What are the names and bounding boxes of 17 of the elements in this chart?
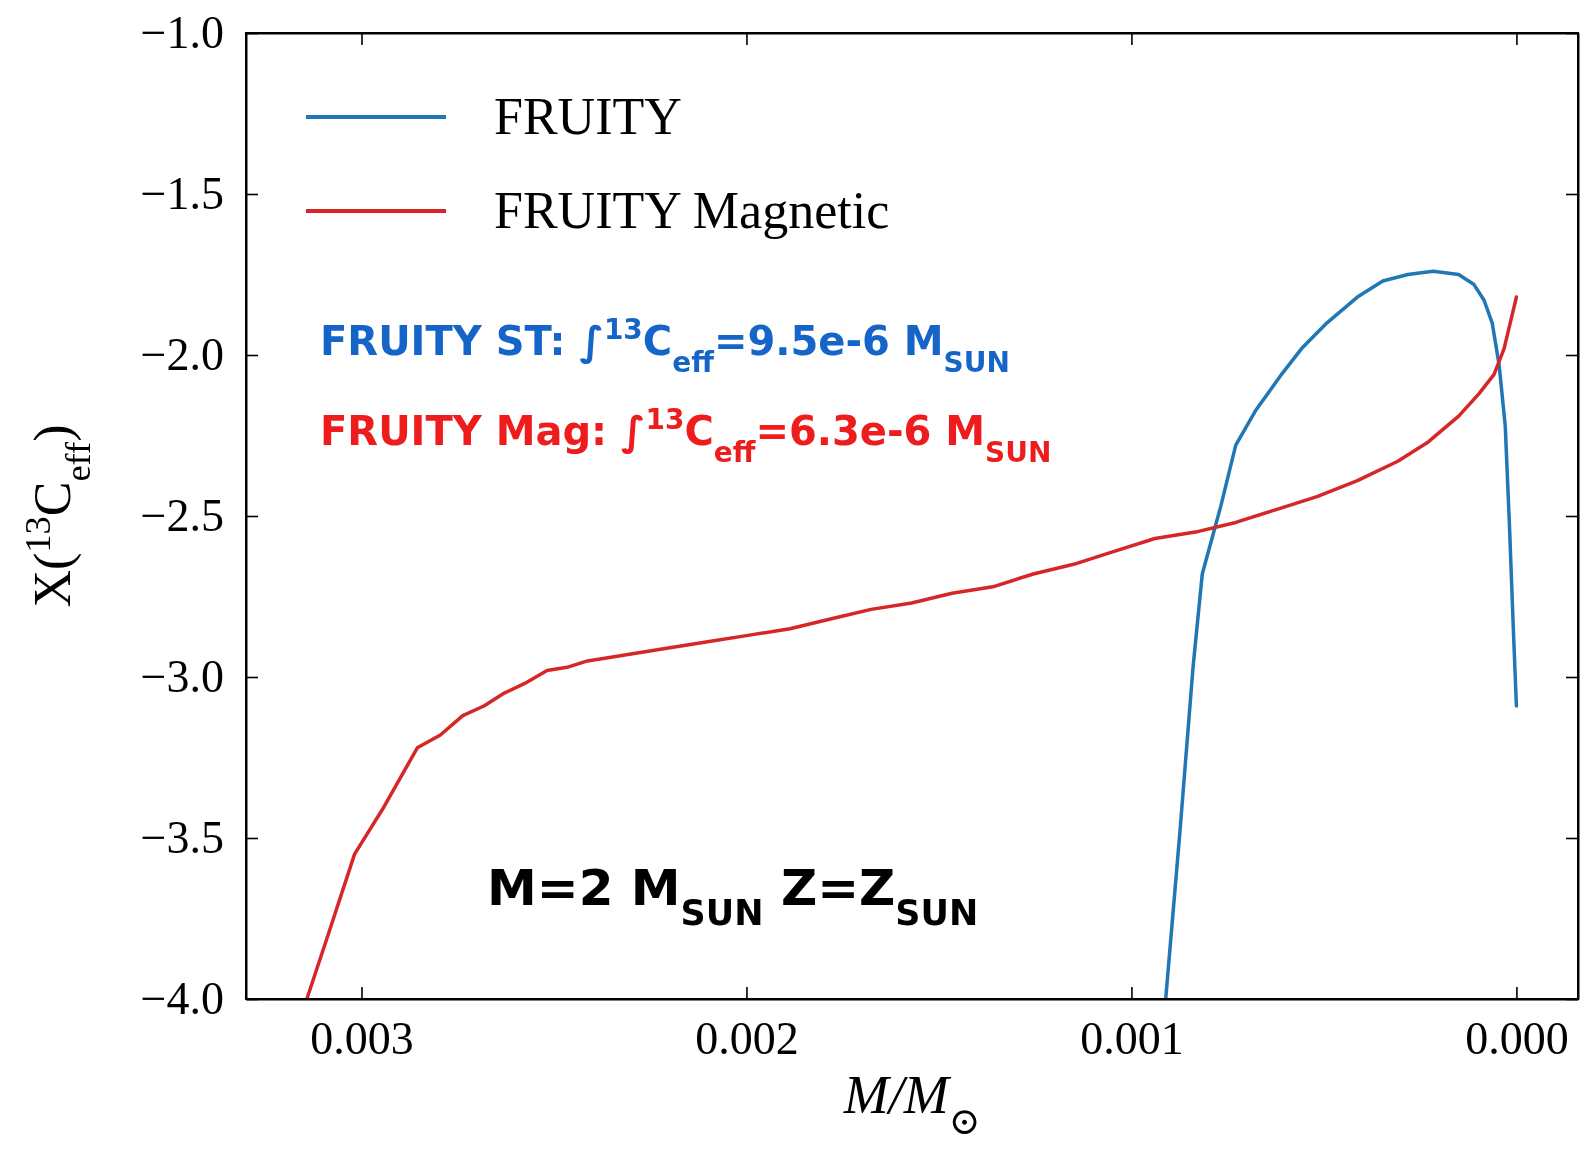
y-tick-label: −3.0 bbox=[140, 651, 224, 703]
x-axis-title: M/M$_{⊙}$ bbox=[842, 1065, 981, 1142]
legend-label: FRUITY bbox=[494, 88, 682, 145]
y-tick-label: −2.5 bbox=[140, 490, 224, 542]
y-tick-label: −1.5 bbox=[140, 168, 224, 220]
annotation: M=2 M$_{SUN}$ Z=Z$_{SUN}$ bbox=[487, 859, 979, 933]
annotation: FRUITY Mag: ∫$^{13}$C$_{eff}$=6.3e-6 M$_{SUN}$ bbox=[320, 402, 1052, 469]
x-tick-label: 0.000 bbox=[1465, 1012, 1569, 1064]
legend-label: FRUITY Magnetic bbox=[494, 182, 890, 239]
x-tick-label: 0.002 bbox=[695, 1012, 799, 1064]
x-tick-label: 0.001 bbox=[1080, 1012, 1184, 1064]
y-tick-label: −3.5 bbox=[140, 812, 224, 864]
y-tick-label: −1.0 bbox=[140, 7, 224, 59]
y-tick-label: −4.0 bbox=[140, 973, 224, 1025]
x-tick-label: 0.003 bbox=[310, 1012, 414, 1064]
annotation: FRUITY ST: ∫$^{13}$C$_{eff}$=9.5e-6 M$_{SUN}$ bbox=[320, 312, 1010, 379]
y-tick-label: −2.0 bbox=[140, 329, 224, 381]
